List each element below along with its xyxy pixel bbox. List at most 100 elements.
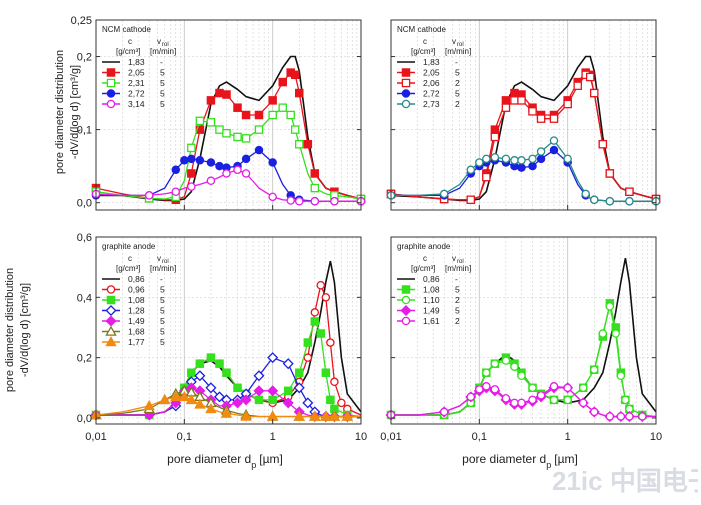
legend-unit-v: [m/min] bbox=[445, 264, 471, 273]
data-point bbox=[187, 154, 196, 164]
ylabel-bottom-line2: -dV/d(log d) [cm³/g] bbox=[19, 283, 31, 377]
data-point bbox=[222, 368, 231, 377]
xlabel-right-sub: p bbox=[546, 460, 551, 470]
data-point bbox=[321, 293, 331, 302]
x-tick-label: 0,01 bbox=[85, 431, 106, 443]
data-point bbox=[290, 70, 300, 80]
data-point bbox=[194, 370, 206, 382]
data-point bbox=[205, 382, 217, 394]
data-point bbox=[501, 356, 511, 365]
data-point bbox=[187, 182, 196, 191]
legend-entry-c: 2,05 bbox=[423, 68, 440, 78]
data-point bbox=[195, 125, 205, 134]
data-point bbox=[549, 395, 559, 405]
data-point bbox=[573, 81, 582, 91]
chart-panel-graphite-anode-A: 0,0 0,2 0,4 0,6 0,01 0,1 1 10 graphite anode c v ro… bbox=[77, 232, 367, 443]
data-point bbox=[328, 410, 341, 421]
x-tick-label: 10 bbox=[650, 431, 662, 443]
data-point bbox=[528, 395, 537, 405]
data-point bbox=[233, 132, 242, 142]
legend-entry-v: 2 bbox=[455, 295, 460, 305]
legend-swatch-marker bbox=[105, 304, 117, 317]
data-point bbox=[206, 118, 216, 127]
data-point bbox=[490, 385, 500, 394]
legend-swatch-marker bbox=[105, 336, 117, 347]
x-tick-label: 0,1 bbox=[177, 431, 192, 443]
data-point bbox=[517, 398, 526, 408]
legend-unit-v: [m/min] bbox=[150, 264, 176, 273]
data-point bbox=[206, 158, 216, 167]
y-tick-label: 0,2 bbox=[77, 52, 92, 64]
x-tick-label: 1 bbox=[565, 431, 571, 443]
data-point bbox=[254, 110, 264, 120]
plot-frame bbox=[390, 236, 657, 425]
data-point bbox=[253, 370, 265, 382]
data-point bbox=[194, 398, 206, 409]
data-point bbox=[215, 125, 224, 134]
legend-swatch-marker bbox=[106, 68, 116, 77]
data-point bbox=[605, 169, 615, 178]
ylabel-bottom-line1: pore diameter distribution bbox=[4, 268, 16, 392]
data-point bbox=[563, 99, 572, 109]
legend-swatch-marker bbox=[401, 68, 411, 77]
series-2,73 bbox=[386, 136, 661, 206]
data-point bbox=[482, 382, 491, 391]
plot-area bbox=[391, 20, 656, 210]
data-point bbox=[341, 410, 354, 421]
legend-entry-c: 1,28 bbox=[128, 306, 145, 316]
legend-unit-c: [g/cm³] bbox=[411, 47, 435, 56]
legend-swatch-marker bbox=[106, 78, 116, 88]
data-point bbox=[215, 359, 224, 368]
x-tick-label: 0,01 bbox=[380, 431, 401, 443]
legend-title: graphite anode bbox=[397, 242, 451, 251]
data-point bbox=[517, 96, 526, 105]
data-point bbox=[310, 196, 320, 206]
data-point bbox=[303, 338, 313, 347]
data-point bbox=[482, 154, 491, 164]
data-point bbox=[309, 410, 321, 421]
data-point bbox=[528, 383, 537, 393]
legend-unit-c: [g/cm³] bbox=[116, 264, 140, 273]
legend-header-v-sub: rol bbox=[162, 259, 169, 265]
legend-entry-c: 2,31 bbox=[128, 78, 145, 88]
data-point bbox=[253, 385, 265, 397]
series-1,77 bbox=[90, 390, 361, 421]
legend-entry-c: 1,49 bbox=[128, 316, 145, 326]
data-point bbox=[278, 77, 287, 87]
legend-entry-c: 1,08 bbox=[423, 285, 440, 295]
data-point bbox=[563, 383, 572, 393]
legend-entry-v: 5 bbox=[160, 285, 165, 295]
data-point bbox=[578, 383, 588, 393]
data-point bbox=[222, 169, 231, 178]
legend-swatch-marker bbox=[401, 285, 411, 294]
legend-header-v: v bbox=[452, 37, 456, 46]
data-point bbox=[310, 183, 320, 193]
data-point bbox=[501, 394, 511, 403]
data-point bbox=[241, 134, 251, 143]
data-point bbox=[321, 368, 331, 377]
y-tick-label: 0,0 bbox=[77, 198, 92, 210]
legend: graphite anode c v rol [g/cm³] [m/min] 0,86 - 1,… bbox=[397, 242, 471, 326]
data-point bbox=[268, 192, 277, 202]
y-tick-label: 0,0 bbox=[77, 413, 92, 425]
data-point bbox=[241, 169, 251, 178]
data-point bbox=[213, 391, 226, 403]
ylabel-top-line2: -dV/d(log d) [cm³/g] bbox=[69, 65, 81, 159]
data-point bbox=[621, 395, 630, 405]
legend-entry-v: 5 bbox=[160, 295, 165, 305]
data-point bbox=[585, 72, 595, 82]
data-point bbox=[187, 368, 196, 377]
data-point bbox=[549, 145, 559, 155]
data-point bbox=[220, 407, 233, 418]
legend-entry-c: 2,73 bbox=[423, 99, 440, 109]
data-point bbox=[517, 163, 526, 172]
legend-entry-v: 5 bbox=[455, 68, 460, 78]
data-point bbox=[501, 96, 511, 105]
xlabel-right: pore diameter dp [µm] bbox=[462, 452, 578, 470]
data-point bbox=[611, 329, 620, 338]
legend-entry-v: 5 bbox=[160, 78, 165, 88]
x-tick-label: 0,1 bbox=[472, 431, 487, 443]
data-point bbox=[439, 407, 449, 417]
data-point bbox=[316, 329, 325, 338]
